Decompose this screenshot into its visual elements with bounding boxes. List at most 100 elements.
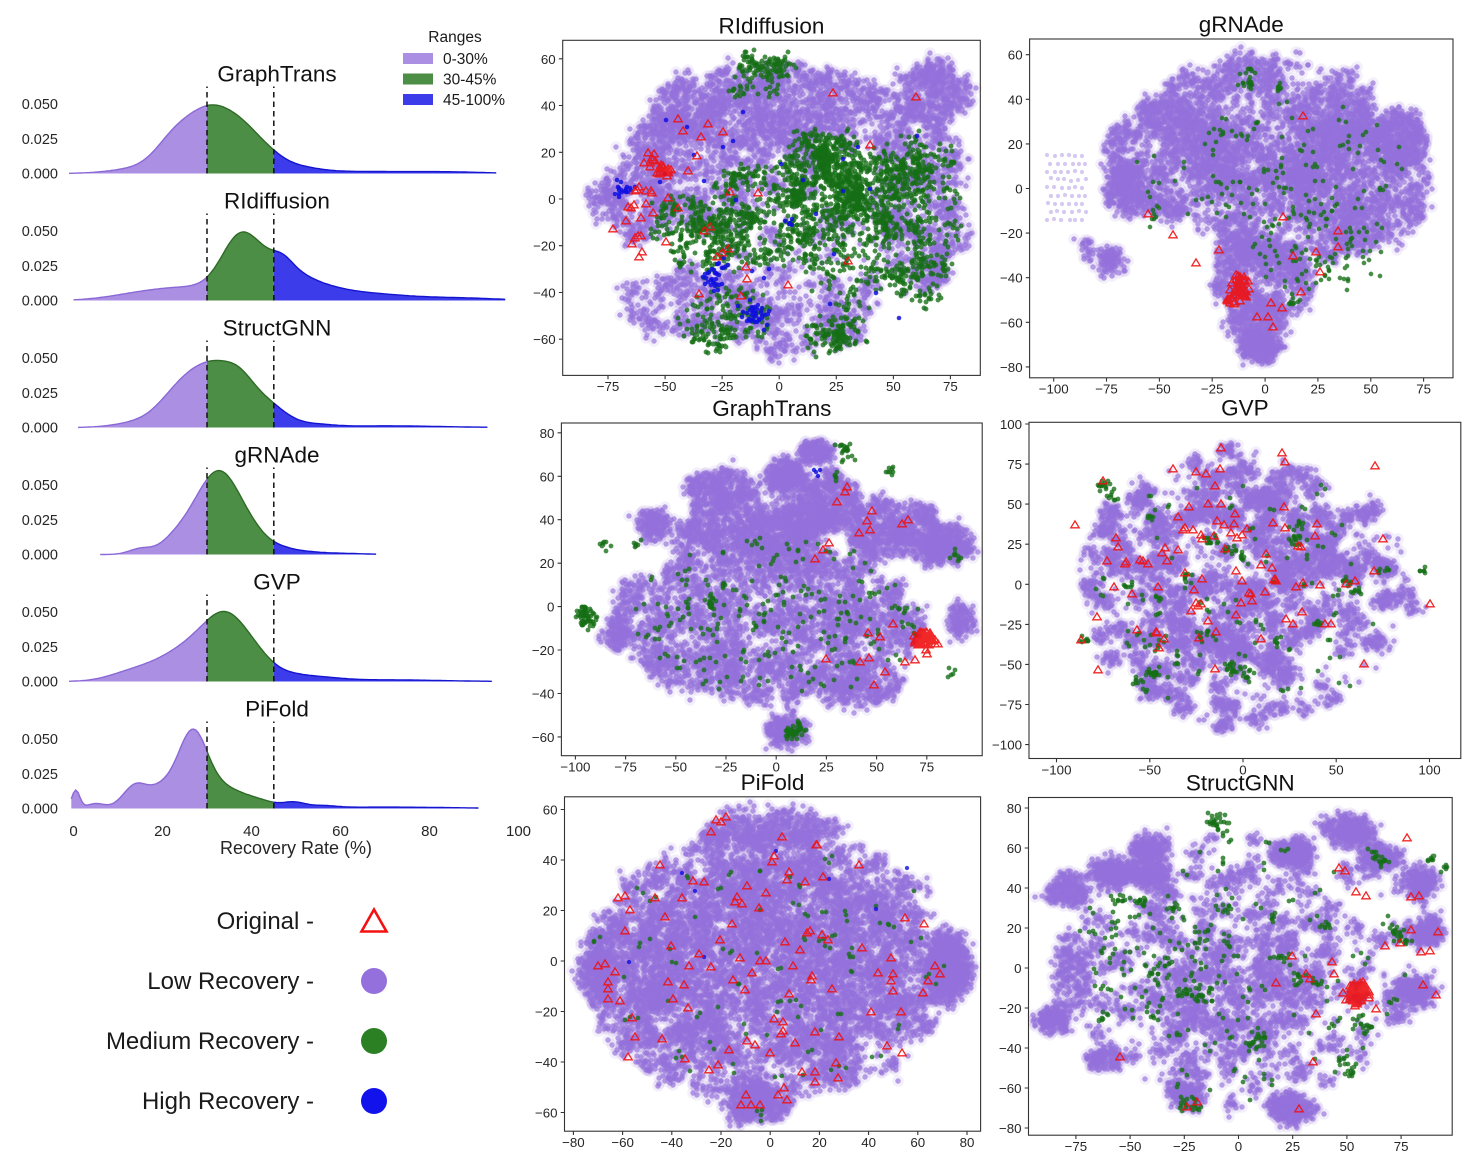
svg-text:−80: −80 <box>1000 360 1023 375</box>
svg-text:−80: −80 <box>999 1121 1022 1136</box>
svg-text:50: 50 <box>1363 382 1378 397</box>
svg-text:40: 40 <box>243 823 260 840</box>
svg-text:−40: −40 <box>1000 271 1023 286</box>
svg-text:40: 40 <box>1007 881 1022 896</box>
svg-text:60: 60 <box>543 803 558 818</box>
svg-text:Medium Recovery -: Medium Recovery - <box>106 1028 314 1055</box>
svg-text:0: 0 <box>1235 1139 1242 1154</box>
svg-text:−40: −40 <box>532 687 555 702</box>
svg-text:0.025: 0.025 <box>22 132 58 148</box>
svg-text:60: 60 <box>541 52 556 67</box>
svg-text:−20: −20 <box>532 643 555 658</box>
svg-text:60: 60 <box>1007 841 1022 856</box>
svg-text:100: 100 <box>1000 417 1022 432</box>
svg-text:−20: −20 <box>710 1135 733 1150</box>
svg-text:−75: −75 <box>999 698 1022 713</box>
svg-text:StructGNN: StructGNN <box>1186 771 1295 796</box>
svg-text:0.025: 0.025 <box>22 259 58 275</box>
svg-text:50: 50 <box>886 379 901 394</box>
svg-text:0.050: 0.050 <box>22 605 58 621</box>
svg-text:60: 60 <box>910 1135 925 1150</box>
svg-text:40: 40 <box>540 513 555 528</box>
svg-text:0.000: 0.000 <box>22 167 58 183</box>
svg-text:0: 0 <box>550 954 557 969</box>
svg-text:0.000: 0.000 <box>22 675 58 691</box>
svg-text:−20: −20 <box>1000 226 1023 241</box>
svg-text:100: 100 <box>506 823 531 840</box>
svg-text:25: 25 <box>1285 1139 1300 1154</box>
svg-text:−25: −25 <box>1201 382 1224 397</box>
svg-text:−80: −80 <box>562 1135 585 1150</box>
svg-text:20: 20 <box>1007 921 1022 936</box>
svg-text:40: 40 <box>543 853 558 868</box>
svg-text:−60: −60 <box>611 1135 634 1150</box>
svg-text:−100: −100 <box>992 738 1022 753</box>
svg-text:0: 0 <box>772 760 779 775</box>
svg-text:20: 20 <box>543 904 558 919</box>
svg-text:25: 25 <box>1311 382 1326 397</box>
svg-text:gRNAde: gRNAde <box>1199 12 1284 37</box>
svg-text:0: 0 <box>766 1135 773 1150</box>
svg-text:−60: −60 <box>533 332 556 347</box>
svg-text:80: 80 <box>540 426 555 441</box>
svg-text:−50: −50 <box>999 657 1022 672</box>
svg-text:0: 0 <box>1014 961 1021 976</box>
svg-text:0-30%: 0-30% <box>443 51 488 68</box>
svg-text:Low Recovery -: Low Recovery - <box>147 968 314 995</box>
svg-text:−25: −25 <box>711 379 734 394</box>
svg-text:75: 75 <box>919 760 934 775</box>
svg-text:50: 50 <box>1007 497 1022 512</box>
svg-text:−60: −60 <box>532 730 555 745</box>
svg-text:PiFold: PiFold <box>741 770 805 795</box>
svg-text:75: 75 <box>943 379 958 394</box>
svg-text:50: 50 <box>1329 762 1344 777</box>
svg-text:−25: −25 <box>715 760 738 775</box>
svg-text:−100: −100 <box>1039 382 1069 397</box>
svg-text:−20: −20 <box>999 1001 1022 1016</box>
svg-text:0.025: 0.025 <box>22 386 58 402</box>
svg-text:0.050: 0.050 <box>22 732 58 748</box>
svg-text:0.000: 0.000 <box>22 294 58 310</box>
svg-text:40: 40 <box>541 99 556 114</box>
svg-text:25: 25 <box>1007 537 1022 552</box>
svg-text:RIdiffusion: RIdiffusion <box>224 189 330 214</box>
svg-text:0: 0 <box>1261 382 1268 397</box>
svg-text:50: 50 <box>869 760 884 775</box>
svg-text:Recovery Rate (%): Recovery Rate (%) <box>220 838 372 858</box>
svg-text:−50: −50 <box>654 379 677 394</box>
svg-text:0: 0 <box>775 379 782 394</box>
svg-text:60: 60 <box>1008 48 1023 63</box>
svg-text:−25: −25 <box>999 617 1022 632</box>
svg-text:−75: −75 <box>597 379 620 394</box>
svg-text:−100: −100 <box>1042 762 1072 777</box>
svg-text:−25: −25 <box>1173 1139 1196 1154</box>
svg-text:−20: −20 <box>533 239 556 254</box>
svg-text:−50: −50 <box>1148 382 1171 397</box>
svg-text:75: 75 <box>1007 457 1022 472</box>
svg-text:GraphTrans: GraphTrans <box>712 396 831 421</box>
svg-text:GraphTrans: GraphTrans <box>217 62 336 87</box>
svg-text:−40: −40 <box>533 286 556 301</box>
svg-text:Original -: Original - <box>217 908 314 935</box>
svg-text:20: 20 <box>1008 137 1023 152</box>
svg-text:0.025: 0.025 <box>22 767 58 783</box>
svg-text:0.000: 0.000 <box>22 421 58 437</box>
svg-text:30-45%: 30-45% <box>443 72 497 89</box>
svg-text:High Recovery -: High Recovery - <box>142 1088 314 1115</box>
svg-text:80: 80 <box>421 823 438 840</box>
svg-text:25: 25 <box>819 760 834 775</box>
svg-text:75: 75 <box>1416 382 1431 397</box>
svg-text:25: 25 <box>829 379 844 394</box>
svg-text:−50: −50 <box>665 760 688 775</box>
svg-text:−75: −75 <box>614 760 637 775</box>
svg-text:20: 20 <box>541 145 556 160</box>
svg-text:−40: −40 <box>661 1135 684 1150</box>
svg-text:gRNAde: gRNAde <box>234 443 319 468</box>
svg-text:100: 100 <box>1418 762 1440 777</box>
svg-text:80: 80 <box>1007 801 1022 816</box>
svg-text:20: 20 <box>540 556 555 571</box>
svg-text:−60: −60 <box>999 1081 1022 1096</box>
svg-text:0: 0 <box>1239 762 1246 777</box>
svg-text:0.025: 0.025 <box>22 640 58 656</box>
svg-text:50: 50 <box>1340 1139 1355 1154</box>
